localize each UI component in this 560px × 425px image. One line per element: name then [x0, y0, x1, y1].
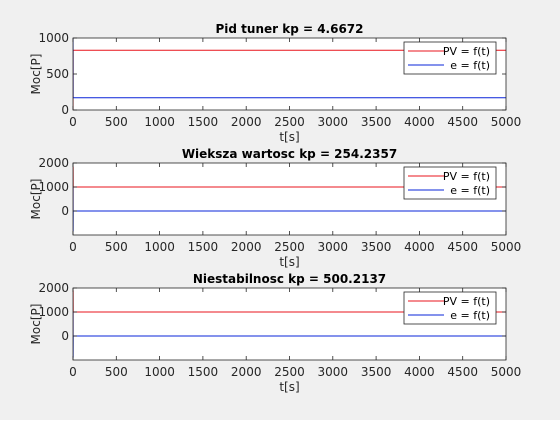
subplot-2: 0 500 1000 1500 2000 2500 3000 3500 4000 4500 5000… [29, 147, 521, 269]
x-tick-label: 2500 [274, 240, 305, 254]
legend-box [403, 41, 497, 75]
legend-box [403, 291, 497, 325]
x-tick-label: 4500 [447, 115, 478, 129]
legend-box [403, 166, 497, 200]
x-axis-label: t[s] [279, 255, 299, 269]
x-tick-label: 5000 [491, 115, 522, 129]
x-tick-label: 3000 [318, 240, 349, 254]
x-tick-label: 1000 [144, 115, 175, 129]
legend: PV = f(t)e = f(t) [403, 291, 497, 325]
plot-title: Niestabilnosc kp = 500.2137 [193, 272, 386, 286]
x-tick-label: 2500 [274, 115, 305, 129]
legend-label-pv: PV = f(t) [443, 295, 490, 308]
x-tick-label: 1500 [188, 365, 219, 379]
plot-title: Wieksza wartosc kp = 254.2357 [182, 147, 397, 161]
x-tick-label: 5000 [491, 365, 522, 379]
legend: PV = f(t)e = f(t) [403, 41, 497, 75]
x-axis-label: t[s] [279, 380, 299, 394]
x-tick-label: 2000 [231, 365, 262, 379]
legend-label-e: e = f(t) [450, 309, 490, 322]
legend-label-pv: PV = f(t) [443, 45, 490, 58]
x-tick-label: 4000 [404, 240, 435, 254]
x-tick-label: 5000 [491, 240, 522, 254]
x-tick-label: 3500 [361, 240, 392, 254]
x-tick-label: 3000 [318, 365, 349, 379]
y-axis-label: Moc[P] [29, 304, 43, 345]
x-tick-label: 3500 [361, 115, 392, 129]
legend-label-e: e = f(t) [450, 184, 490, 197]
x-tick-label: 0 [69, 365, 77, 379]
plot-title: Pid tuner kp = 4.6672 [215, 22, 363, 36]
x-tick-label: 500 [105, 115, 128, 129]
y-tick-label: 2000 [38, 156, 69, 170]
y-tick-label: 1000 [38, 305, 69, 319]
x-tick-label: 2000 [231, 115, 262, 129]
subplot-1: 0 500 1000 1500 2000 2500 3000 3500 4000 4500 5000… [29, 22, 521, 144]
x-tick-label: 4000 [404, 115, 435, 129]
legend-label-pv: PV = f(t) [443, 170, 490, 183]
x-tick-label: 1000 [144, 365, 175, 379]
x-tick-label: 3000 [318, 115, 349, 129]
x-axis-label: t[s] [279, 130, 299, 144]
x-tick-label: 3500 [361, 365, 392, 379]
subplot-3: 0 500 1000 1500 2000 2500 3000 3500 4000 4500 5000… [29, 272, 521, 394]
x-tick-label: 2500 [274, 365, 305, 379]
x-tick-label: 1500 [188, 115, 219, 129]
x-tick-label: 0 [69, 240, 77, 254]
y-tick-label: 2000 [38, 281, 69, 295]
x-tick-label: 500 [105, 240, 128, 254]
y-tick-label: 0 [61, 204, 69, 218]
y-axis-label: Moc[P] [29, 54, 43, 95]
legend-label-e: e = f(t) [450, 59, 490, 72]
y-tick-label: 1000 [38, 31, 69, 45]
x-tick-label: 4500 [447, 365, 478, 379]
x-tick-label: 4000 [404, 365, 435, 379]
y-tick-label: 0 [61, 329, 69, 343]
y-tick-label: 1000 [38, 180, 69, 194]
x-tick-label: 500 [105, 365, 128, 379]
x-tick-label: 2000 [231, 240, 262, 254]
y-axis-label: Moc[P] [29, 179, 43, 220]
x-tick-label: 1000 [144, 240, 175, 254]
x-tick-label: 0 [69, 115, 77, 129]
y-tick-label: 0 [61, 103, 69, 117]
y-tick-label: 500 [46, 67, 69, 81]
x-tick-label: 4500 [447, 240, 478, 254]
legend: PV = f(t)e = f(t) [403, 166, 497, 200]
x-tick-label: 1500 [188, 240, 219, 254]
